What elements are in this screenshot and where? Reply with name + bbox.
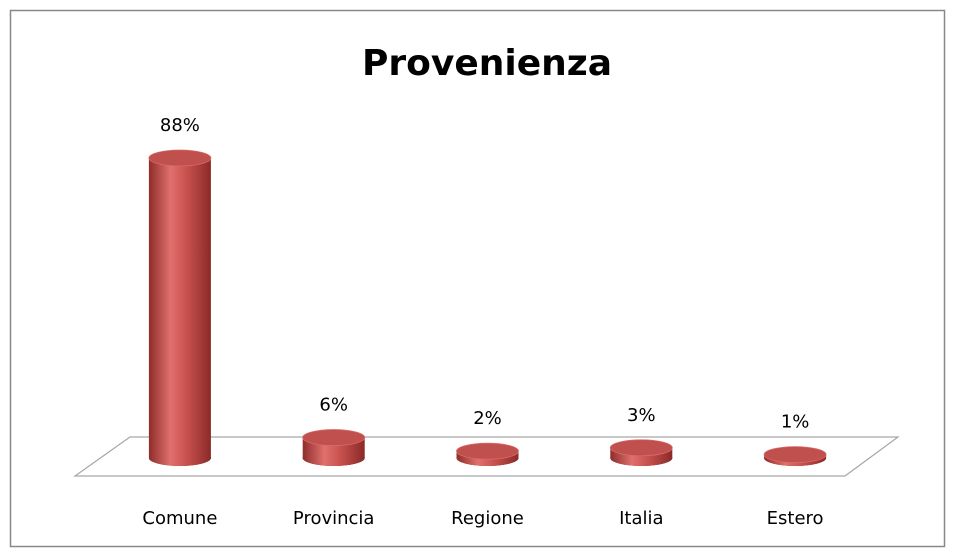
bar-top	[763, 446, 827, 463]
bar-body	[148, 158, 211, 458]
bar	[609, 439, 673, 466]
bar	[763, 446, 827, 466]
x-tick-label: Regione	[451, 508, 524, 529]
chart-title: Provenienza	[362, 43, 612, 84]
data-label: 88%	[160, 115, 200, 136]
x-tick-label: Comune	[142, 508, 217, 529]
x-tick-label: Italia	[619, 508, 663, 529]
bar	[148, 149, 212, 466]
bar-bottom-edge	[148, 450, 211, 466]
x-tick-label: Estero	[767, 508, 824, 529]
data-label: 2%	[473, 408, 502, 429]
bar-top	[148, 149, 212, 167]
data-label: 6%	[319, 395, 348, 416]
data-label: 3%	[627, 405, 656, 426]
bar-bottom-edge	[302, 450, 365, 466]
bar-top	[456, 442, 519, 460]
bar	[302, 429, 366, 466]
data-label: 1%	[781, 412, 810, 433]
x-tick-label: Provincia	[293, 508, 375, 529]
bar-top	[302, 429, 366, 446]
bar-top	[609, 439, 673, 457]
bar	[456, 442, 519, 466]
